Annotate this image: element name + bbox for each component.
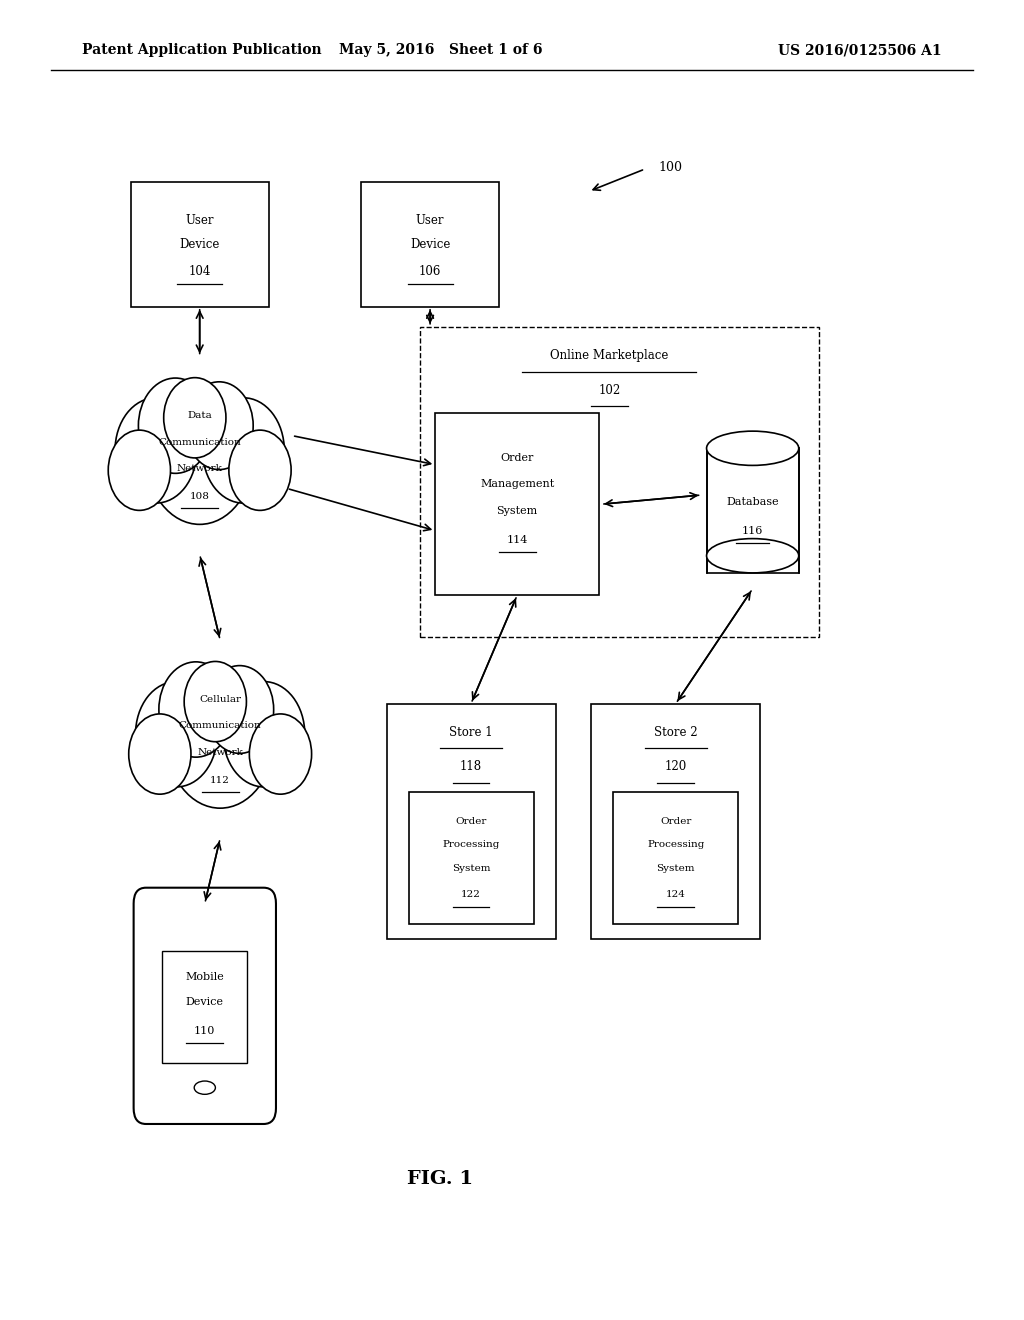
Text: Communication: Communication: [179, 722, 261, 730]
Text: Communication: Communication: [159, 438, 241, 446]
FancyBboxPatch shape: [133, 888, 276, 1125]
Text: 110: 110: [195, 1026, 215, 1036]
Text: Mobile: Mobile: [185, 972, 224, 982]
Circle shape: [109, 430, 170, 511]
Text: 104: 104: [188, 265, 211, 279]
Circle shape: [146, 387, 253, 524]
Text: Device: Device: [179, 238, 220, 251]
Bar: [409, 792, 534, 924]
Text: User: User: [185, 214, 214, 227]
Bar: [387, 704, 555, 939]
Text: FIG. 1: FIG. 1: [408, 1170, 473, 1188]
Text: US 2016/0125506 A1: US 2016/0125506 A1: [778, 44, 942, 57]
Text: Order: Order: [456, 817, 486, 825]
Text: 116: 116: [742, 525, 763, 536]
Text: Data: Data: [187, 412, 212, 420]
Text: Network: Network: [198, 748, 243, 756]
Circle shape: [203, 397, 285, 503]
Text: Patent Application Publication: Patent Application Publication: [82, 44, 322, 57]
Bar: [592, 704, 760, 939]
Text: Store 1: Store 1: [450, 726, 493, 739]
Text: 102: 102: [598, 384, 621, 396]
Ellipse shape: [195, 1081, 215, 1094]
Circle shape: [185, 381, 253, 470]
Text: Order: Order: [660, 817, 691, 825]
Text: Network: Network: [177, 465, 222, 473]
Text: Management: Management: [480, 479, 554, 490]
Text: 114: 114: [507, 535, 527, 545]
Circle shape: [223, 681, 305, 787]
Text: Processing: Processing: [647, 841, 705, 849]
Text: 100: 100: [658, 161, 682, 174]
Text: 120: 120: [665, 760, 687, 774]
Text: Store 2: Store 2: [654, 726, 697, 739]
Text: System: System: [656, 865, 695, 873]
Text: System: System: [452, 865, 490, 873]
Circle shape: [138, 378, 212, 474]
Text: 108: 108: [189, 492, 210, 500]
Circle shape: [229, 430, 291, 511]
Text: Device: Device: [185, 997, 224, 1007]
Text: Processing: Processing: [442, 841, 500, 849]
Circle shape: [135, 681, 217, 787]
Circle shape: [159, 661, 232, 758]
Text: 106: 106: [419, 265, 441, 279]
Circle shape: [249, 714, 311, 795]
Bar: [707, 449, 799, 573]
Bar: [613, 792, 738, 924]
Circle shape: [115, 397, 197, 503]
Bar: [131, 182, 268, 308]
Text: 122: 122: [461, 891, 481, 899]
Circle shape: [184, 661, 247, 742]
Circle shape: [206, 665, 273, 754]
Circle shape: [167, 671, 273, 808]
Bar: [420, 326, 819, 636]
Text: User: User: [416, 214, 444, 227]
Text: System: System: [497, 506, 538, 516]
Circle shape: [164, 378, 226, 458]
Text: Device: Device: [410, 238, 451, 251]
Text: Cellular: Cellular: [199, 696, 242, 704]
Bar: [360, 182, 500, 308]
Ellipse shape: [707, 432, 799, 466]
Text: May 5, 2016   Sheet 1 of 6: May 5, 2016 Sheet 1 of 6: [339, 44, 542, 57]
Circle shape: [129, 714, 190, 795]
Text: 118: 118: [460, 760, 482, 774]
Bar: [163, 950, 247, 1063]
Text: 112: 112: [210, 776, 230, 784]
Ellipse shape: [707, 539, 799, 573]
Bar: [435, 413, 599, 595]
Text: Online Marketplace: Online Marketplace: [550, 350, 669, 362]
Text: 124: 124: [666, 891, 686, 899]
Text: Order: Order: [501, 453, 534, 463]
Text: Database: Database: [726, 496, 779, 507]
